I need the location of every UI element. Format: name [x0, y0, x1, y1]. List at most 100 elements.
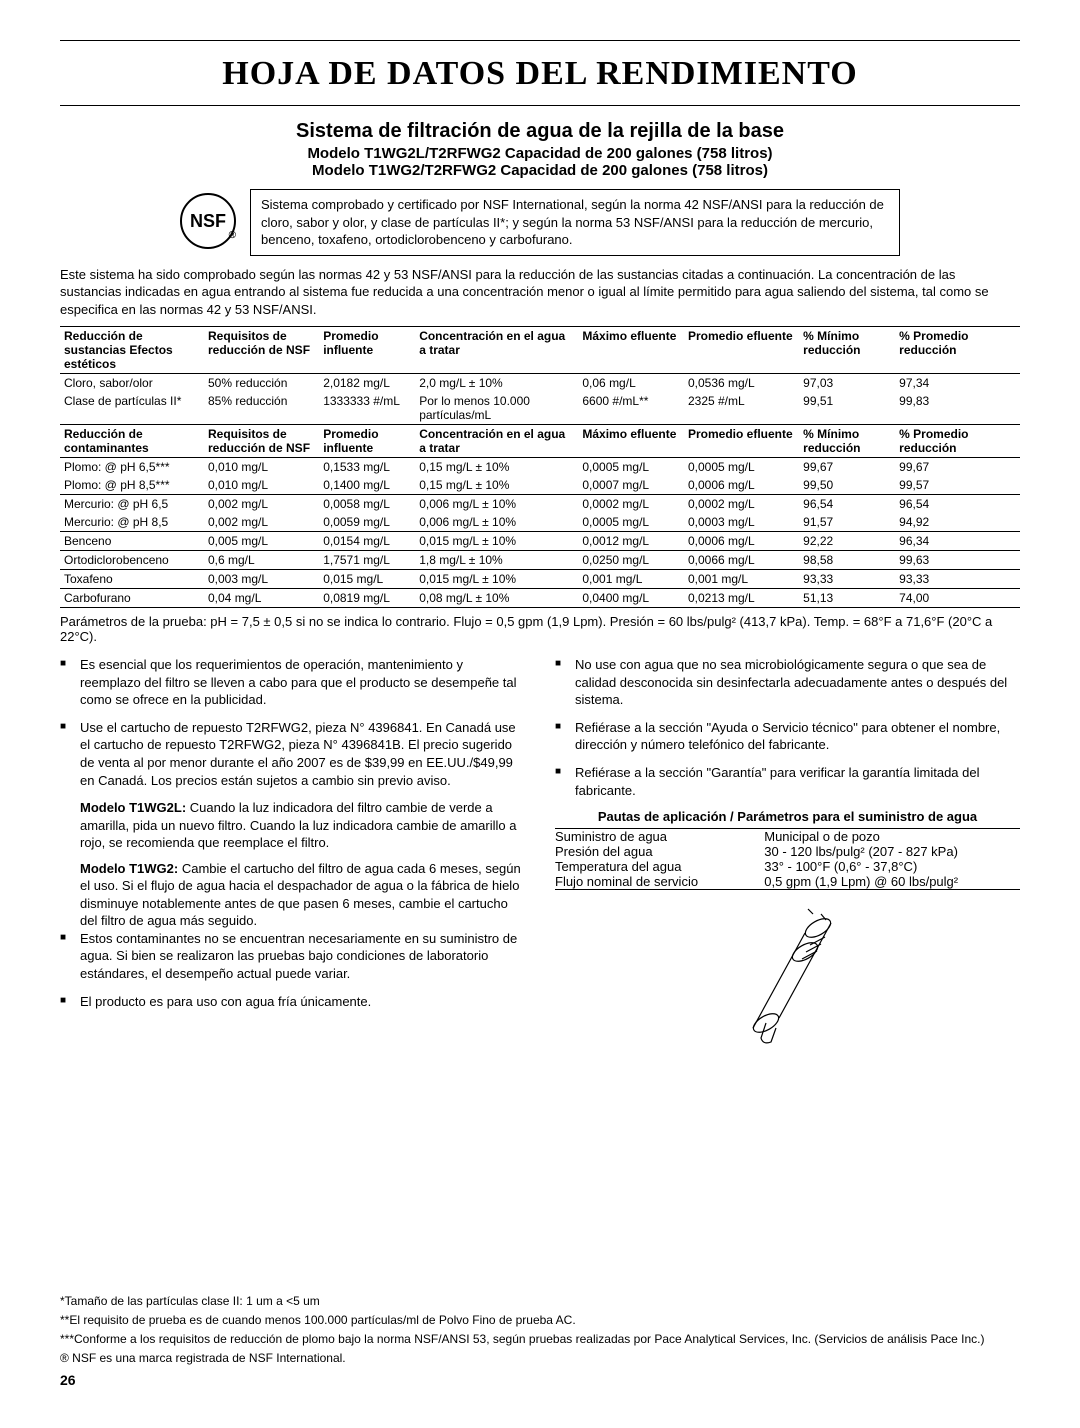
table-cell: 0,015 mg/L — [319, 570, 415, 589]
table-header: Promedio efluente — [684, 327, 799, 374]
supply-table: Suministro de aguaMunicipal o de pozoPre… — [555, 828, 1020, 890]
table-cell: 0,0012 mg/L — [578, 532, 684, 551]
table-cell: 0,0154 mg/L — [319, 532, 415, 551]
table-cell: 99,83 — [895, 392, 1020, 425]
table-cell: 0,08 mg/L ± 10% — [415, 589, 578, 608]
model-label: Modelo T1WG2L: — [80, 800, 186, 815]
right-column: No use con agua que no sea microbiológic… — [555, 656, 1020, 1063]
table-cell: Carbofurano — [60, 589, 204, 608]
nsf-reg-mark: ® — [229, 230, 236, 241]
table-cell: 93,33 — [895, 570, 1020, 589]
two-column-section: Es esencial que los requerimientos de op… — [60, 656, 1020, 1063]
footnote: ® NSF es una marca registrada de NSF Int… — [60, 1350, 1020, 1367]
top-rule — [60, 40, 1020, 41]
table-header: Requisitos de reducción de NSF — [204, 425, 319, 458]
table-cell: 0,1400 mg/L — [319, 476, 415, 495]
table-header: Promedio efluente — [684, 425, 799, 458]
table-cell: 0,002 mg/L — [204, 513, 319, 532]
nsf-row: NSF® Sistema comprobado y certificado po… — [180, 189, 900, 256]
table-cell: 0,0003 mg/L — [684, 513, 799, 532]
table-cell: 94,92 — [895, 513, 1020, 532]
table-cell: Toxafeno — [60, 570, 204, 589]
intro-paragraph: Este sistema ha sido comprobado según la… — [60, 266, 1020, 319]
table-cell: 96,54 — [799, 495, 895, 514]
test-parameters: Parámetros de la prueba: pH = 7,5 ± 0,5 … — [60, 614, 1020, 644]
table-cell: 2,0 mg/L ± 10% — [415, 374, 578, 393]
table-cell: 96,34 — [895, 532, 1020, 551]
table-header: % Promedio reducción — [895, 425, 1020, 458]
supply-cell: 30 - 120 lbs/pulg² (207 - 827 kPa) — [764, 844, 1020, 859]
table-cell: 6600 #/mL** — [578, 392, 684, 425]
aesthetics-table: Reducción de sustancias Efectos estético… — [60, 326, 1020, 608]
table-cell: 98,58 — [799, 551, 895, 570]
table-cell: 0,015 mg/L ± 10% — [415, 570, 578, 589]
table-cell: Benceno — [60, 532, 204, 551]
footnotes: *Tamaño de las partículas clase II: 1 um… — [60, 1293, 1020, 1366]
table-cell: 0,15 mg/L ± 10% — [415, 458, 578, 477]
table-cell: 93,33 — [799, 570, 895, 589]
table-header: % Mínimo reducción — [799, 425, 895, 458]
table-cell: 0,0059 mg/L — [319, 513, 415, 532]
table-cell: Por lo menos 10.000 partículas/mL — [415, 392, 578, 425]
table-cell: Mercurio: @ pH 6,5 — [60, 495, 204, 514]
bullet-item: El producto es para uso con agua fría ún… — [60, 993, 525, 1011]
table-row: Plomo: @ pH 6,5***0,010 mg/L0,1533 mg/L0… — [60, 458, 1020, 477]
table-cell: 0,001 mg/L — [684, 570, 799, 589]
table-cell: 99,57 — [895, 476, 1020, 495]
page-title: HOJA DE DATOS DEL RENDIMIENTO — [60, 55, 1020, 93]
table-row: Ortodiclorobenceno0,6 mg/L1,7571 mg/L1,8… — [60, 551, 1020, 570]
table-cell: Plomo: @ pH 6,5*** — [60, 458, 204, 477]
supply-cell: 0,5 gpm (1,9 Lpm) @ 60 lbs/pulg² — [764, 874, 1020, 890]
bullet-item: Refiérase a la sección "Garantía" para v… — [555, 764, 1020, 799]
model-label: Modelo T1WG2: — [80, 861, 178, 876]
supply-row: Presión del agua30 - 120 lbs/pulg² (207 … — [555, 844, 1020, 859]
table-row: Benceno0,005 mg/L0,0154 mg/L0,015 mg/L ±… — [60, 532, 1020, 551]
table-cell: 96,54 — [895, 495, 1020, 514]
supply-cell: Municipal o de pozo — [764, 829, 1020, 845]
table-cell: 92,22 — [799, 532, 895, 551]
table-cell: 0,010 mg/L — [204, 458, 319, 477]
table-cell: 0,0005 mg/L — [684, 458, 799, 477]
table-cell: 99,67 — [799, 458, 895, 477]
supply-cell: Flujo nominal de servicio — [555, 874, 764, 890]
table-cell: Clase de partículas II* — [60, 392, 204, 425]
table-header: Promedio influente — [319, 425, 415, 458]
model-line-2: Modelo T1WG2/T2RFWG2 Capacidad de 200 ga… — [60, 162, 1020, 179]
supply-cell: Temperatura del agua — [555, 859, 764, 874]
table-header: Promedio influente — [319, 327, 415, 374]
table-header: Concentración en el agua a tratar — [415, 327, 578, 374]
guidelines-title: Pautas de aplicación / Parámetros para e… — [555, 809, 1020, 824]
table-row: Clase de partículas II*85% reducción1333… — [60, 392, 1020, 425]
table-cell: 1333333 #/mL — [319, 392, 415, 425]
table-row: Mercurio: @ pH 8,50,002 mg/L0,0059 mg/L 0… — [60, 513, 1020, 532]
supply-row: Flujo nominal de servicio0,5 gpm (1,9 Lp… — [555, 874, 1020, 890]
table-cell: 91,57 — [799, 513, 895, 532]
table-cell: 99,63 — [895, 551, 1020, 570]
model-line-1: Modelo T1WG2L/T2RFWG2 Capacidad de 200 g… — [60, 145, 1020, 162]
table-row: Mercurio: @ pH 6,50,002 mg/L0,0058 mg/L0… — [60, 495, 1020, 514]
subtitle: Sistema de filtración de agua de la reji… — [60, 120, 1020, 143]
table-cell: 0,0058 mg/L — [319, 495, 415, 514]
table-header: Requisitos de reducción de NSF — [204, 327, 319, 374]
table-cell: 0,001 mg/L — [578, 570, 684, 589]
table-cell: 2,0182 mg/L — [319, 374, 415, 393]
supply-cell: Presión del agua — [555, 844, 764, 859]
table-cell: 85% reducción — [204, 392, 319, 425]
table-cell: 0,0002 mg/L — [684, 495, 799, 514]
table-cell: 99,51 — [799, 392, 895, 425]
table-row: Carbofurano0,04 mg/L0,0819 mg/L0,08 mg/L… — [60, 589, 1020, 608]
right-bullet-list: No use con agua que no sea microbiológic… — [555, 656, 1020, 799]
table-header: % Promedio reducción — [895, 327, 1020, 374]
bullet-item: No use con agua que no sea microbiológic… — [555, 656, 1020, 709]
table-cell: 0,0005 mg/L — [578, 458, 684, 477]
table-cell: 0,010 mg/L — [204, 476, 319, 495]
table-cell: Mercurio: @ pH 8,5 — [60, 513, 204, 532]
table-cell: 0,0005 mg/L — [578, 513, 684, 532]
left-column: Es esencial que los requerimientos de op… — [60, 656, 525, 1063]
sub-paragraph: Modelo T1WG2: Cambie el cartucho del fil… — [80, 860, 525, 930]
footnote: *Tamaño de las partículas clase II: 1 um… — [60, 1293, 1020, 1310]
table-cell: 0,0006 mg/L — [684, 532, 799, 551]
supply-cell: 33° - 100°F (0,6° - 37,8°C) — [764, 859, 1020, 874]
table-row: Cloro, sabor/olor50% reducción2,0182 mg/… — [60, 374, 1020, 393]
table-cell: 97,34 — [895, 374, 1020, 393]
